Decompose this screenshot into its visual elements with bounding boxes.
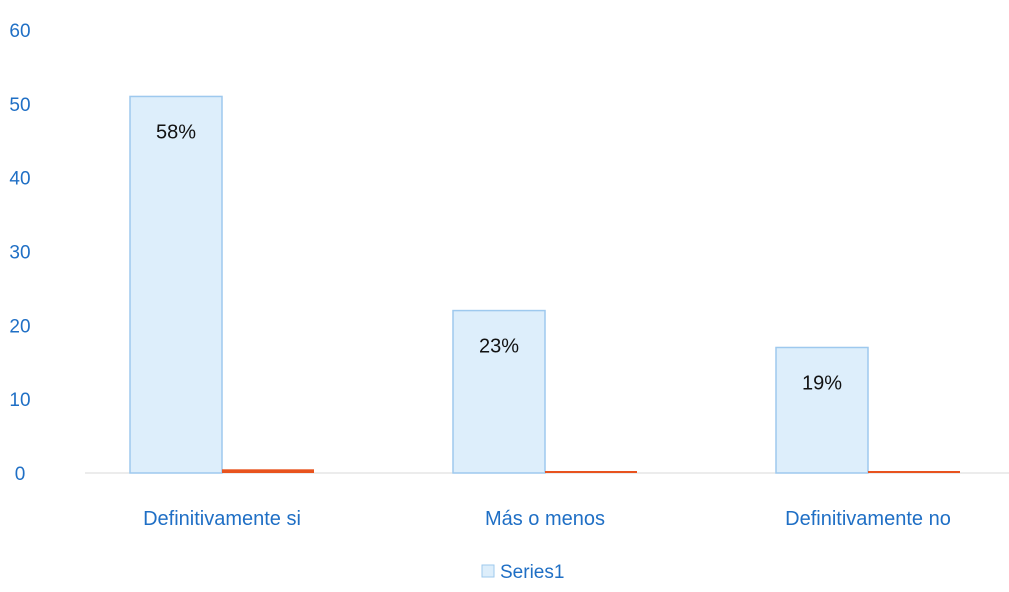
bar bbox=[129, 95, 223, 474]
data-label: 23% bbox=[479, 336, 519, 358]
legend-label: Series1 bbox=[500, 562, 564, 583]
bar bbox=[452, 309, 546, 474]
y-tick-label: 50 bbox=[9, 95, 30, 116]
bar bbox=[775, 346, 869, 474]
bar bbox=[545, 471, 637, 473]
y-tick-label: 0 bbox=[15, 464, 26, 485]
x-category-label: Definitivamente si bbox=[143, 508, 301, 530]
y-tick-label: 40 bbox=[9, 169, 30, 190]
bar bbox=[868, 471, 960, 473]
x-category-label: Más o menos bbox=[485, 508, 605, 530]
y-tick-label: 20 bbox=[9, 316, 30, 337]
y-tick-label: 60 bbox=[9, 21, 30, 42]
y-tick-label: 30 bbox=[9, 243, 30, 264]
data-label: 58% bbox=[156, 121, 196, 143]
x-category-label: Definitivamente no bbox=[785, 508, 951, 530]
data-label: 19% bbox=[802, 372, 842, 394]
bar bbox=[222, 469, 314, 473]
legend-swatch bbox=[481, 564, 495, 578]
y-tick-label: 10 bbox=[9, 390, 30, 411]
